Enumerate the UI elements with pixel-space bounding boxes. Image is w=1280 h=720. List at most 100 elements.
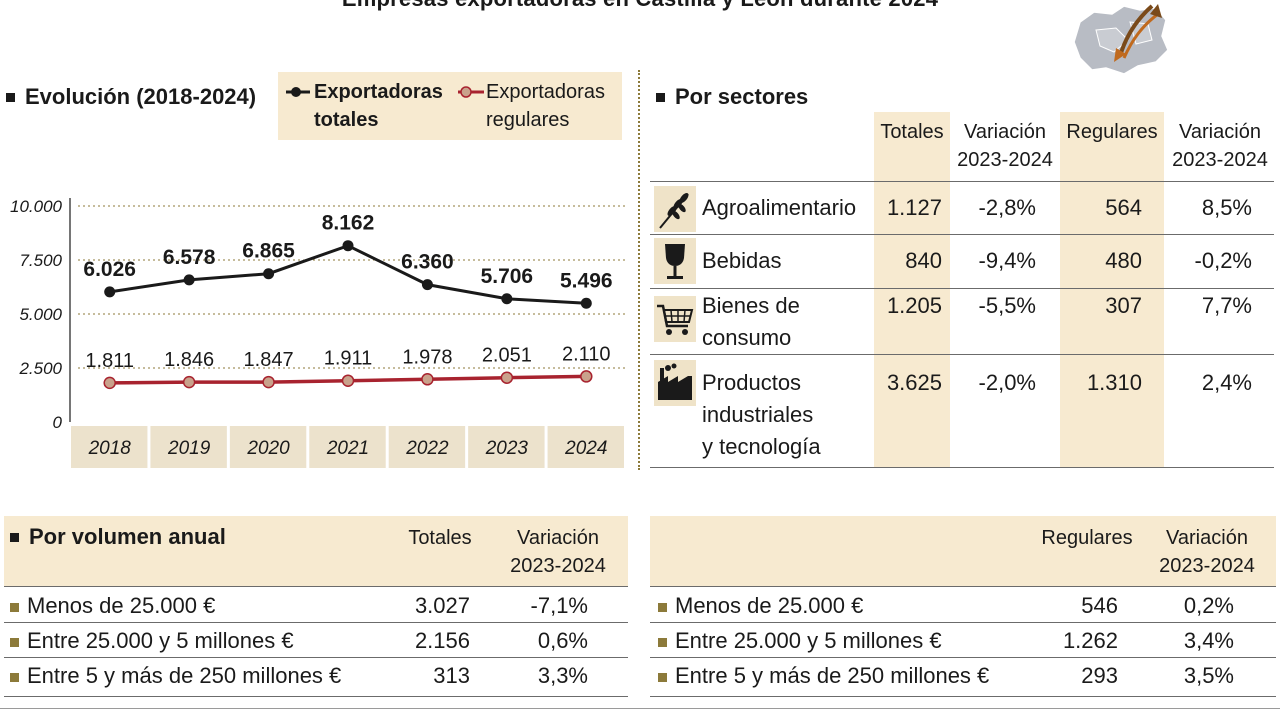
volume-left-row-value: 313	[433, 663, 470, 688]
data-point-totales	[104, 286, 116, 298]
sector-name-productos-line3: y tecnología	[702, 434, 821, 459]
volume-header-totales: Totales	[408, 527, 472, 549]
sector-var-regulares-value: 2,4%	[1201, 370, 1252, 395]
x-category-cell	[547, 426, 624, 468]
volume-right-row-variation: 0,2%	[1183, 593, 1234, 618]
evolution-line-chart: 10.000 7.500 5.000 2.500 0 2018 2019 2020 2021 20…	[10, 197, 626, 468]
sector-row-divider	[650, 234, 1274, 235]
x-category-cell	[229, 426, 307, 468]
x-tick-label: 2022	[405, 438, 449, 459]
data-point-totales	[580, 297, 592, 309]
data-label-totales: 6.360	[401, 251, 454, 274]
data-label-totales: 5.706	[481, 265, 534, 288]
sector-name-agroalimentario: Agroalimentario	[702, 195, 857, 220]
legend-total-line2: totales	[314, 109, 379, 131]
sector-regulares-value: 480	[1105, 248, 1142, 273]
x-tick-label: 2018	[88, 438, 132, 459]
volume-header-variation-left: Variación 2023-2024	[510, 527, 606, 577]
sectors-header-variation-2: Variación 2023-2024	[1172, 121, 1268, 171]
data-point-totales	[183, 274, 195, 286]
volume-right-header-band	[650, 516, 1276, 586]
volume-row-divider	[650, 623, 1276, 658]
sector-totales-value: 3.625	[886, 370, 942, 395]
sector-regulares-value: 307	[1105, 293, 1142, 318]
data-point-regulares	[182, 375, 196, 389]
factory-icon	[654, 360, 696, 406]
volume-left-row-label: Menos de 25.000 €	[10, 590, 215, 622]
sector-var-totales-value: -5,5%	[978, 293, 1036, 318]
legend-regular-line1: Exportadoras	[486, 81, 605, 103]
page-title: Empresas exportadoras en Castilla y León…	[0, 0, 1280, 12]
volume-row-divider	[650, 588, 1276, 623]
y-tick-label: 7.500	[19, 251, 62, 270]
volume-right-row-label: Entre 5 y más de 250 millones €	[658, 660, 989, 692]
volume-heading: Por volumen anual	[10, 524, 226, 550]
x-category-cell	[71, 426, 148, 468]
volume-row-divider	[4, 588, 628, 623]
data-label-totales: 6.865	[242, 240, 295, 263]
y-tick-label: 5.000	[19, 305, 62, 324]
data-label-totales: 6.026	[83, 258, 136, 281]
sector-name-productos-line1: Productos	[702, 370, 802, 395]
legend-regular-line2: regulares	[486, 109, 570, 131]
volume-right-row-value: 293	[1081, 663, 1118, 688]
sector-name-productos-line2: industriales	[702, 402, 814, 427]
sectors-heading: Por sectores	[656, 84, 808, 110]
volume-right-row-variation: 3,4%	[1183, 628, 1234, 653]
x-category-cell	[309, 426, 386, 468]
volume-divider	[650, 552, 1276, 587]
data-label-regulares: 1.978	[402, 346, 452, 368]
sector-totales-value: 840	[905, 248, 942, 273]
volume-divider	[4, 552, 628, 587]
data-point-regulares	[500, 371, 514, 384]
data-point-totales	[342, 240, 354, 252]
volume-row-divider	[4, 623, 628, 658]
x-tick-label: 2020	[246, 438, 290, 459]
footer-rule	[0, 708, 1280, 709]
bullet-square	[6, 92, 15, 102]
volume-heading-text: Por volumen anual	[29, 524, 226, 549]
sector-row-divider	[650, 288, 1274, 289]
sector-row-divider	[650, 467, 1274, 468]
x-tick-label: 2019	[167, 438, 211, 459]
sectors-header-totales: Totales	[880, 121, 944, 143]
volume-row-divider	[650, 662, 1276, 697]
data-point-totales	[263, 268, 275, 280]
data-label-regulares: 1.911	[324, 348, 373, 370]
volume-right-row-label: Menos de 25.000 €	[658, 590, 863, 622]
volume-right-row-value: 546	[1081, 593, 1118, 618]
data-point-totales	[501, 293, 513, 305]
volume-left-row-variation: -7,1%	[530, 593, 588, 618]
legend-total-swatch	[284, 78, 314, 106]
volume-right-row-label: Entre 25.000 y 5 millones €	[658, 625, 942, 657]
bullet-square	[656, 92, 665, 102]
sector-totales-value: 1.127	[886, 195, 942, 220]
bullet-square	[10, 532, 19, 542]
y-tick-label: 2.500	[18, 359, 62, 378]
volume-left-row-label: Entre 25.000 y 5 millones €	[10, 625, 294, 657]
data-label-regulares: 1.847	[244, 349, 294, 371]
shopping-cart-icon	[654, 296, 696, 342]
sector-totales-value: 1.205	[886, 293, 942, 318]
y-tick-label: 10.000	[10, 197, 63, 216]
volume-left-row-value: 2.156	[414, 628, 470, 653]
x-tick-label: 2024	[564, 438, 607, 459]
sector-var-totales-value: -2,0%	[978, 370, 1036, 395]
sector-row-divider	[650, 354, 1274, 355]
data-point-totales	[421, 279, 433, 291]
legend-total-line1: Exportadoras	[314, 81, 443, 103]
data-point-regulares	[262, 375, 275, 389]
sector-var-regulares-value: 7,7%	[1201, 293, 1252, 318]
data-point-regulares	[580, 370, 593, 383]
sector-name-bienes-line2: consumo	[702, 325, 792, 350]
castilla-leon-map-icon	[1073, 4, 1169, 75]
sectors-header-regulares: Regulares	[1066, 121, 1158, 143]
data-label-totales: 5.496	[560, 269, 613, 292]
sector-regulares-value: 1.310	[1086, 370, 1142, 395]
sector-var-totales-value: -9,4%	[978, 248, 1036, 273]
data-label-totales: 6.578	[163, 246, 216, 269]
sector-var-regulares-value: -0,2%	[1194, 248, 1252, 273]
volume-right-row-variation: 3,5%	[1183, 663, 1234, 688]
section-divider	[638, 70, 640, 470]
wine-glass-icon	[654, 238, 696, 284]
